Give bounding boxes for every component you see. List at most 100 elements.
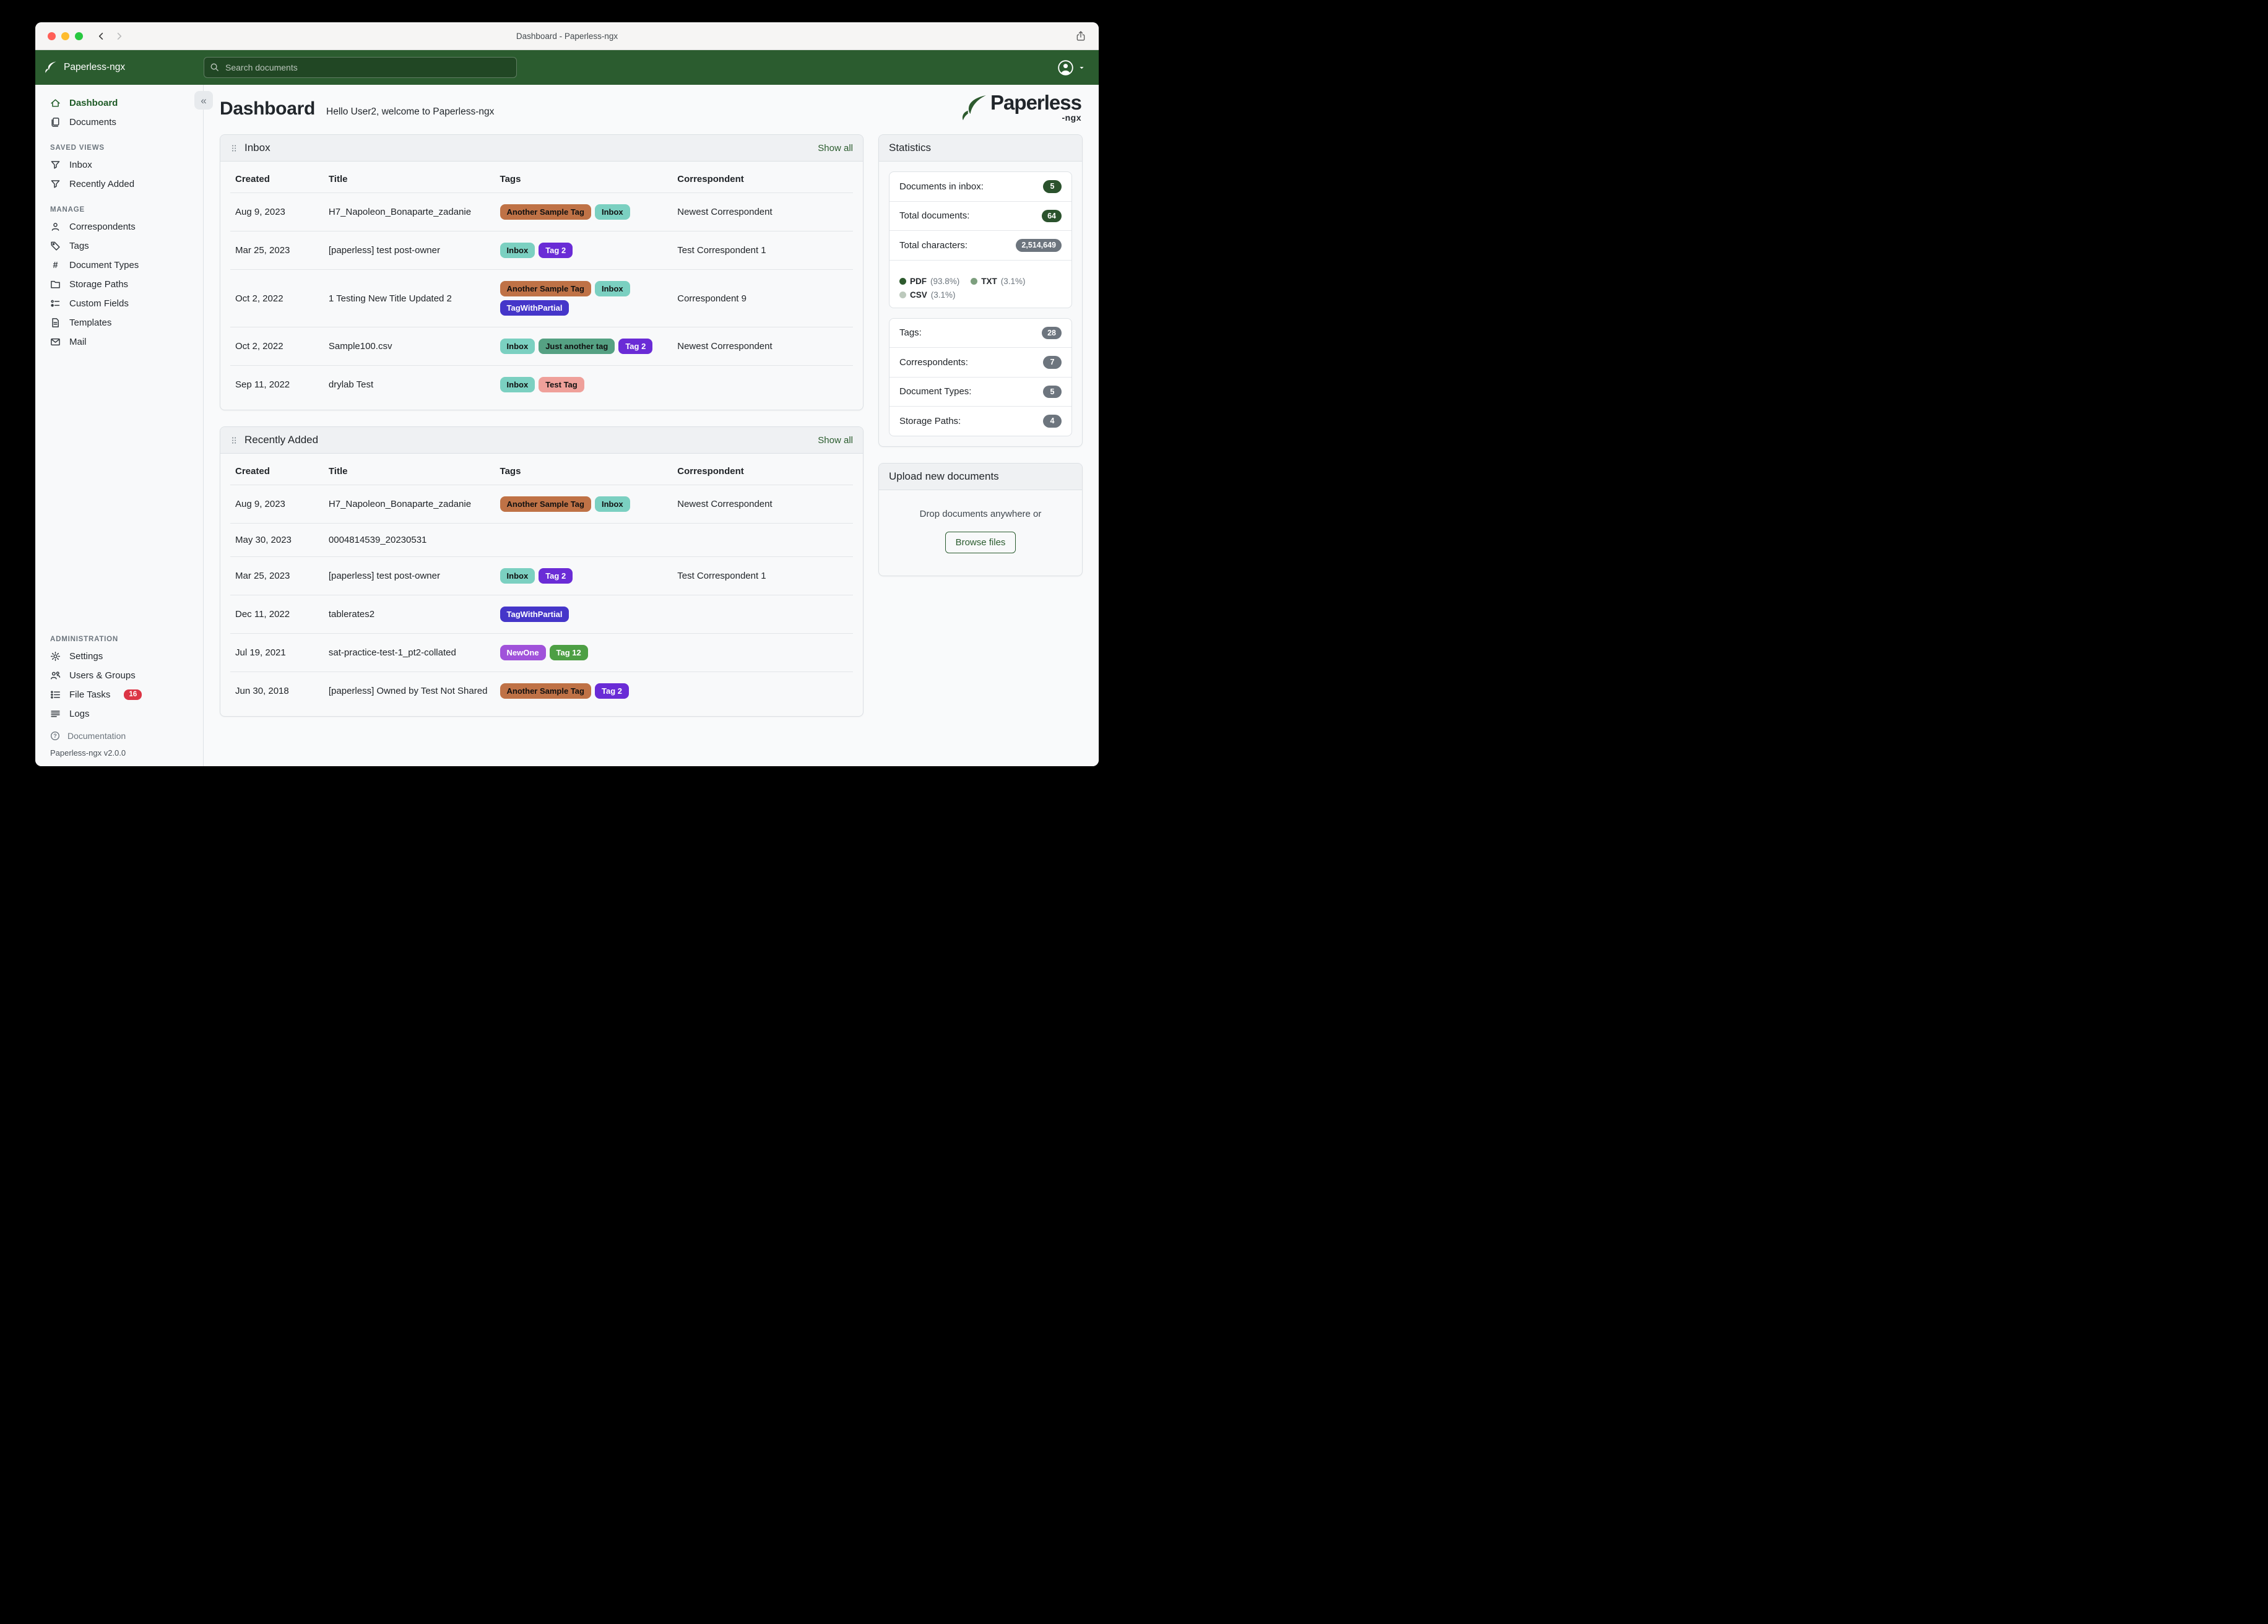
sidebar-item-logs[interactable]: Logs bbox=[35, 704, 203, 723]
grip-vertical-icon bbox=[232, 437, 236, 443]
sidebar-item-mail[interactable]: Mail bbox=[35, 332, 203, 352]
tag-pill-tag-2[interactable]: Tag 2 bbox=[618, 339, 653, 354]
drag-handle[interactable] bbox=[230, 143, 238, 153]
sidebar-item-label: Correspondents bbox=[69, 222, 136, 232]
back-button[interactable] bbox=[97, 32, 106, 41]
sidebar-item-settings[interactable]: Settings bbox=[35, 647, 203, 666]
tags-cell: Inbox Test Tag bbox=[495, 365, 673, 404]
table-row[interactable]: Jun 30, 2018 [paperless] Owned by Test No… bbox=[230, 672, 853, 710]
tag-pill-tag-2[interactable]: Tag 2 bbox=[539, 243, 573, 258]
show-all-link[interactable]: Show all bbox=[818, 434, 853, 446]
tag-pill-test-tag[interactable]: Test Tag bbox=[539, 377, 584, 392]
listtask-icon bbox=[51, 691, 60, 699]
user-menu[interactable] bbox=[1057, 59, 1090, 76]
main-content: Dashboard Hello User2, welcome to Paperl… bbox=[204, 85, 1099, 766]
logs-icon bbox=[51, 710, 60, 717]
browse-files-button[interactable]: Browse files bbox=[945, 531, 1016, 553]
sidebar-item-label: Templates bbox=[69, 317, 112, 328]
created-cell: Oct 2, 2022 bbox=[230, 269, 324, 327]
sidebar-item-storage-paths[interactable]: Storage Paths bbox=[35, 275, 203, 294]
stat-row-storage-paths: Storage Paths: 4 bbox=[889, 406, 1071, 436]
tag-pill-inbox[interactable]: Inbox bbox=[500, 377, 535, 392]
brand[interactable]: Paperless-ngx bbox=[44, 61, 204, 74]
sidebar-collapse-button[interactable]: « bbox=[194, 91, 213, 110]
title-cell: 1 Testing New Title Updated 2 bbox=[323, 269, 495, 327]
brand-label: Paperless-ngx bbox=[64, 62, 126, 72]
table-row[interactable]: Jul 19, 2021 sat-practice-test-1_pt2-coll… bbox=[230, 633, 853, 672]
page-header: Dashboard Hello User2, welcome to Paperl… bbox=[220, 92, 1083, 123]
tag-pill-another-sample-tag[interactable]: Another Sample Tag bbox=[500, 204, 591, 220]
tag-pill-tagwithpartial[interactable]: TagWithPartial bbox=[500, 300, 569, 316]
correspondent-cell: Correspondent 9 bbox=[672, 269, 853, 327]
tags-cell: Inbox Tag 2 bbox=[495, 231, 673, 270]
table-row[interactable]: Oct 2, 2022 1 Testing New Title Updated 2… bbox=[230, 269, 853, 327]
svg-text:#: # bbox=[53, 261, 58, 270]
table-row[interactable]: Dec 11, 2022 tablerates2 TagWithPartial bbox=[230, 595, 853, 634]
zoom-window-button[interactable] bbox=[75, 32, 83, 40]
file-tasks-count-badge: 16 bbox=[124, 689, 142, 700]
tag-pill-inbox[interactable]: Inbox bbox=[500, 339, 535, 354]
table-row[interactable]: Aug 9, 2023 H7_Napoleon_Bonaparte_zadanie… bbox=[230, 192, 853, 231]
table-row[interactable]: Mar 25, 2023 [paperless] test post-owner I… bbox=[230, 231, 853, 270]
close-window-button[interactable] bbox=[48, 32, 56, 40]
table-row[interactable]: Aug 9, 2023 H7_Napoleon_Bonaparte_zadanie… bbox=[230, 485, 853, 524]
drag-handle[interactable] bbox=[230, 435, 238, 446]
tag-pill-inbox[interactable]: Inbox bbox=[500, 568, 535, 584]
svg-text:?: ? bbox=[53, 733, 57, 739]
tag-pill-inbox[interactable]: Inbox bbox=[594, 496, 630, 512]
search-input[interactable] bbox=[204, 57, 517, 78]
tags-cell: Inbox Tag 2 bbox=[495, 556, 673, 595]
tag-pill-tag-12[interactable]: Tag 12 bbox=[549, 645, 588, 660]
sidebar-item-label: Mail bbox=[69, 337, 87, 347]
tag-pill-tag-2[interactable]: Tag 2 bbox=[539, 568, 573, 584]
tag-pill-tagwithpartial[interactable]: TagWithPartial bbox=[500, 607, 569, 622]
tag-pill-tag-2[interactable]: Tag 2 bbox=[594, 683, 629, 699]
sidebar-section-title-saved-views: SAVED VIEWS bbox=[50, 144, 105, 152]
sidebar-item-documentation[interactable]: ? Documentation bbox=[35, 723, 203, 743]
sidebar-item-label: Users & Groups bbox=[69, 670, 136, 681]
column-header-created: Created bbox=[235, 174, 270, 184]
tag-pill-another-sample-tag[interactable]: Another Sample Tag bbox=[500, 683, 591, 699]
sidebar-item-inbox[interactable]: Inbox bbox=[35, 155, 203, 175]
upload-title: Upload new documents bbox=[889, 470, 999, 482]
sidebar-item-dashboard[interactable]: Dashboard bbox=[35, 93, 203, 113]
sidebar-item-documents[interactable]: Documents bbox=[35, 113, 203, 132]
sidebar-item-users-groups[interactable]: Users & Groups bbox=[35, 666, 203, 685]
sidebar-item-document-types[interactable]: # Document Types bbox=[35, 256, 203, 275]
show-all-link[interactable]: Show all bbox=[818, 142, 853, 153]
sidebar-item-file-tasks[interactable]: File Tasks 16 bbox=[35, 685, 203, 705]
stat-row-document-types: Document Types: 5 bbox=[889, 376, 1071, 407]
tags-cell: Another Sample Tag Tag 2 bbox=[495, 672, 673, 710]
title-cell: [paperless] test post-owner bbox=[323, 556, 495, 595]
tag-pill-another-sample-tag[interactable]: Another Sample Tag bbox=[500, 281, 591, 296]
table-row[interactable]: Mar 25, 2023 [paperless] test post-owner I… bbox=[230, 556, 853, 595]
tag-pill-inbox[interactable]: Inbox bbox=[594, 281, 630, 296]
sidebar-item-recently-added[interactable]: Recently Added bbox=[35, 175, 203, 194]
widget-inbox: Inbox Show all Created Title Tags Corresponde… bbox=[220, 134, 863, 410]
tag-pill-inbox[interactable]: Inbox bbox=[594, 204, 630, 220]
share-button[interactable] bbox=[1075, 30, 1086, 41]
tags-cell: Another Sample Tag Inbox bbox=[495, 192, 673, 231]
tag-pill-inbox[interactable]: Inbox bbox=[500, 243, 535, 258]
table-row[interactable]: May 30, 2023 0004814539_20230531 bbox=[230, 523, 853, 557]
page-title: Dashboard bbox=[220, 98, 315, 119]
title-cell: drylab Test bbox=[323, 365, 495, 404]
minimize-window-button[interactable] bbox=[61, 32, 69, 40]
statistics-header: Statistics bbox=[879, 135, 1082, 162]
sidebar-item-custom-fields[interactable]: Custom Fields bbox=[35, 294, 203, 313]
legend-item-txt: TXT (3.1%) bbox=[971, 277, 1026, 286]
hash-icon: # bbox=[53, 261, 58, 270]
tag-pill-another-sample-tag[interactable]: Another Sample Tag bbox=[500, 496, 591, 512]
upload-dropzone[interactable]: Drop documents anywhere or Browse files bbox=[879, 490, 1082, 576]
sidebar-item-templates[interactable]: Templates bbox=[35, 313, 203, 332]
sidebar-item-correspondents[interactable]: Correspondents bbox=[35, 217, 203, 236]
tags-cell: Another Sample Tag Inbox bbox=[495, 485, 673, 524]
tag-pill-newone[interactable]: NewOne bbox=[500, 645, 546, 660]
table-row[interactable]: Sep 11, 2022 drylab Test Inbox Test Tag bbox=[230, 365, 853, 404]
forward-button[interactable] bbox=[115, 32, 124, 41]
created-cell: Mar 25, 2023 bbox=[230, 231, 324, 270]
tag-pill-just-another-tag[interactable]: Just another tag bbox=[539, 339, 615, 354]
widgets-column: Inbox Show all Created Title Tags Corresponde… bbox=[220, 134, 863, 717]
table-row[interactable]: Oct 2, 2022 Sample100.csv Inbox Just anothe… bbox=[230, 327, 853, 366]
sidebar-item-tags[interactable]: Tags bbox=[35, 236, 203, 256]
